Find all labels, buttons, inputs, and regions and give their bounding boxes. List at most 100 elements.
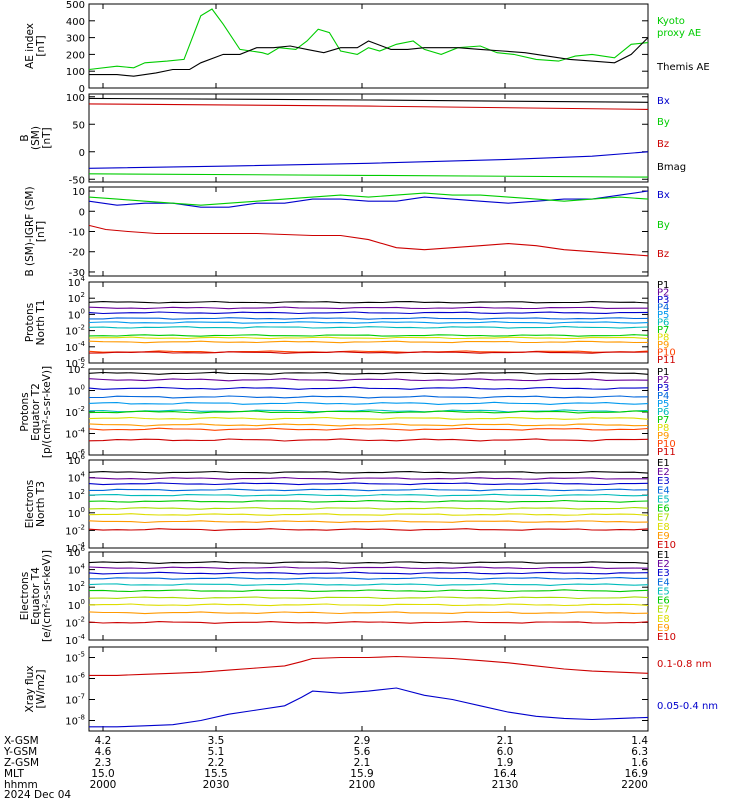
series-line-e10: [88, 528, 649, 531]
footer-row-label: X-GSM: [4, 735, 39, 747]
footer-row-label: hhmm: [4, 779, 38, 791]
y-axis-label: [e/(cm²-s-sr-keV)]: [41, 550, 53, 642]
series-line-e2: [88, 566, 649, 570]
series-line-kyoto-proxy-ae: [88, 8, 649, 71]
y-tick-label: 50: [72, 120, 85, 131]
footer-value: 2.3: [95, 757, 112, 769]
series-line-p1: [88, 300, 649, 304]
y-axis-label: Electrons: [19, 572, 31, 621]
y-axis-label: Xray flux: [24, 666, 36, 713]
footer-value: 2130: [492, 779, 519, 791]
y-tick-label: 106: [68, 545, 86, 559]
y-tick-label: 200: [66, 50, 85, 61]
footer-value: 2100: [349, 779, 376, 791]
panel-frame: [88, 186, 649, 277]
footer-value: 15.5: [204, 768, 227, 780]
series-line-p3: [88, 386, 649, 390]
y-tick-label: 10-2: [65, 615, 85, 629]
legend-label: E7: [657, 513, 670, 524]
legend-label: By: [657, 220, 670, 231]
footer-row-label: MLT: [4, 768, 24, 780]
series-line-p4: [89, 317, 649, 320]
series-line-e4: [89, 576, 649, 580]
legend-label: E4: [657, 577, 670, 588]
legend-label: P10: [657, 348, 676, 359]
y-axis-label: [W/m2]: [35, 669, 47, 708]
legend-label: Themis AE: [656, 62, 710, 73]
legend-label: E4: [657, 485, 670, 496]
legend-label: E3: [657, 476, 670, 487]
legend-label: Bz: [657, 139, 669, 150]
footer-row-label: Z-GSM: [4, 757, 39, 769]
y-axis-label: [nT]: [35, 221, 47, 242]
y-tick-label: 10-6: [65, 448, 85, 462]
series-line-e10: [88, 621, 649, 624]
footer-value: 2200: [621, 779, 648, 791]
series-line-p3: [88, 311, 649, 315]
y-tick-label: -20: [69, 248, 85, 259]
legend-label: P2: [657, 288, 669, 299]
y-tick-label: 100: [68, 384, 85, 398]
series-line-p2: [88, 378, 649, 382]
legend-label: P11: [657, 447, 676, 458]
series-line-0-1-0-8-nm: [89, 655, 649, 676]
y-tick-label: 104: [68, 275, 86, 289]
y-tick-label: 100: [66, 93, 85, 104]
legend-label: P3: [657, 295, 669, 306]
panel-frame: [88, 646, 649, 732]
series-line-e1: [88, 470, 649, 474]
series-line-p5: [88, 321, 649, 324]
legend-label: P1: [657, 367, 669, 378]
legend-label: E7: [657, 605, 670, 616]
y-tick-label: 100: [66, 67, 85, 78]
y-tick-label: 10-6: [65, 672, 85, 686]
series-line-e9: [88, 520, 649, 524]
series-line-0-05-0-4-nm: [89, 687, 649, 728]
legend-label: P4: [657, 391, 669, 402]
footer-value: 16.4: [493, 768, 517, 780]
series-line-bx: [88, 151, 649, 169]
series-line-p6: [88, 326, 649, 329]
y-tick-label: -30: [69, 268, 85, 279]
footer-value: 5.1: [208, 746, 225, 758]
y-tick-label: -10: [69, 228, 85, 239]
series-line-bx: [88, 190, 649, 208]
y-tick-label: 100: [68, 307, 85, 321]
y-tick-label: 102: [68, 580, 85, 594]
series-line-e9: [88, 611, 649, 615]
legend-label: P2: [657, 375, 669, 386]
series-line-p10: [88, 350, 649, 354]
legend-label: 0.05-0.4 nm: [657, 701, 718, 712]
series-line-p9: [88, 340, 649, 344]
panel-8: 10-5 10-6 10-7 10-8 Xray flux [W/m2] 0.1-0.8 n…: [24, 646, 718, 732]
legend-label: E5: [657, 586, 670, 597]
legend-label: E9: [657, 623, 670, 634]
legend-label: Bx: [657, 96, 670, 107]
y-tick-label: 10-2: [65, 324, 85, 338]
legend-label: Bmag: [657, 162, 686, 173]
series-line-p1: [88, 371, 649, 375]
legend-label: P9: [657, 340, 669, 351]
footer-value: 2.2: [208, 757, 225, 769]
series-line-bz: [88, 103, 649, 110]
legend-label: E8: [657, 614, 670, 625]
legend-label: E1: [657, 550, 670, 561]
series-line-e5: [88, 493, 649, 497]
footer-value: 16.9: [625, 768, 648, 780]
series-line-e8: [88, 513, 649, 516]
series-line-bmag: [88, 97, 649, 103]
series-line-e8: [88, 603, 649, 607]
y-axis-label: Equator T2: [30, 383, 42, 441]
y-axis-label: Protons: [24, 303, 36, 342]
legend-label: Bz: [657, 249, 669, 260]
y-tick-label: 10-6: [65, 356, 85, 370]
series-line-e1: [88, 561, 649, 564]
legend-label: P10: [657, 439, 676, 450]
y-tick-label: 10-2: [65, 405, 85, 419]
y-tick-label: 10-7: [65, 693, 85, 707]
panel-frame: [88, 93, 649, 183]
footer-value: 1.6: [631, 757, 648, 769]
